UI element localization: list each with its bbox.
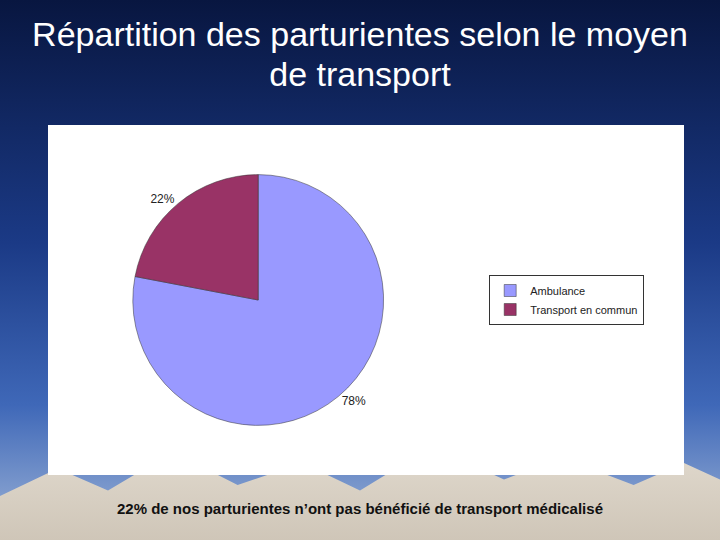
html-text:Répartition des parturientes s: Répartition des parturientes selon le mo…	[32, 15, 688, 93]
svg-text:Ambulance: Ambulance	[530, 285, 585, 297]
html-text:22% de nos parturientes n’ont: 22% de nos parturientes n’ont pas bénéfi…	[117, 500, 603, 517]
svg-text:78%: 78%	[342, 394, 366, 408]
svg-text:Transport en commun: Transport en commun	[530, 304, 637, 316]
svg-text:22%: 22%	[150, 192, 174, 206]
